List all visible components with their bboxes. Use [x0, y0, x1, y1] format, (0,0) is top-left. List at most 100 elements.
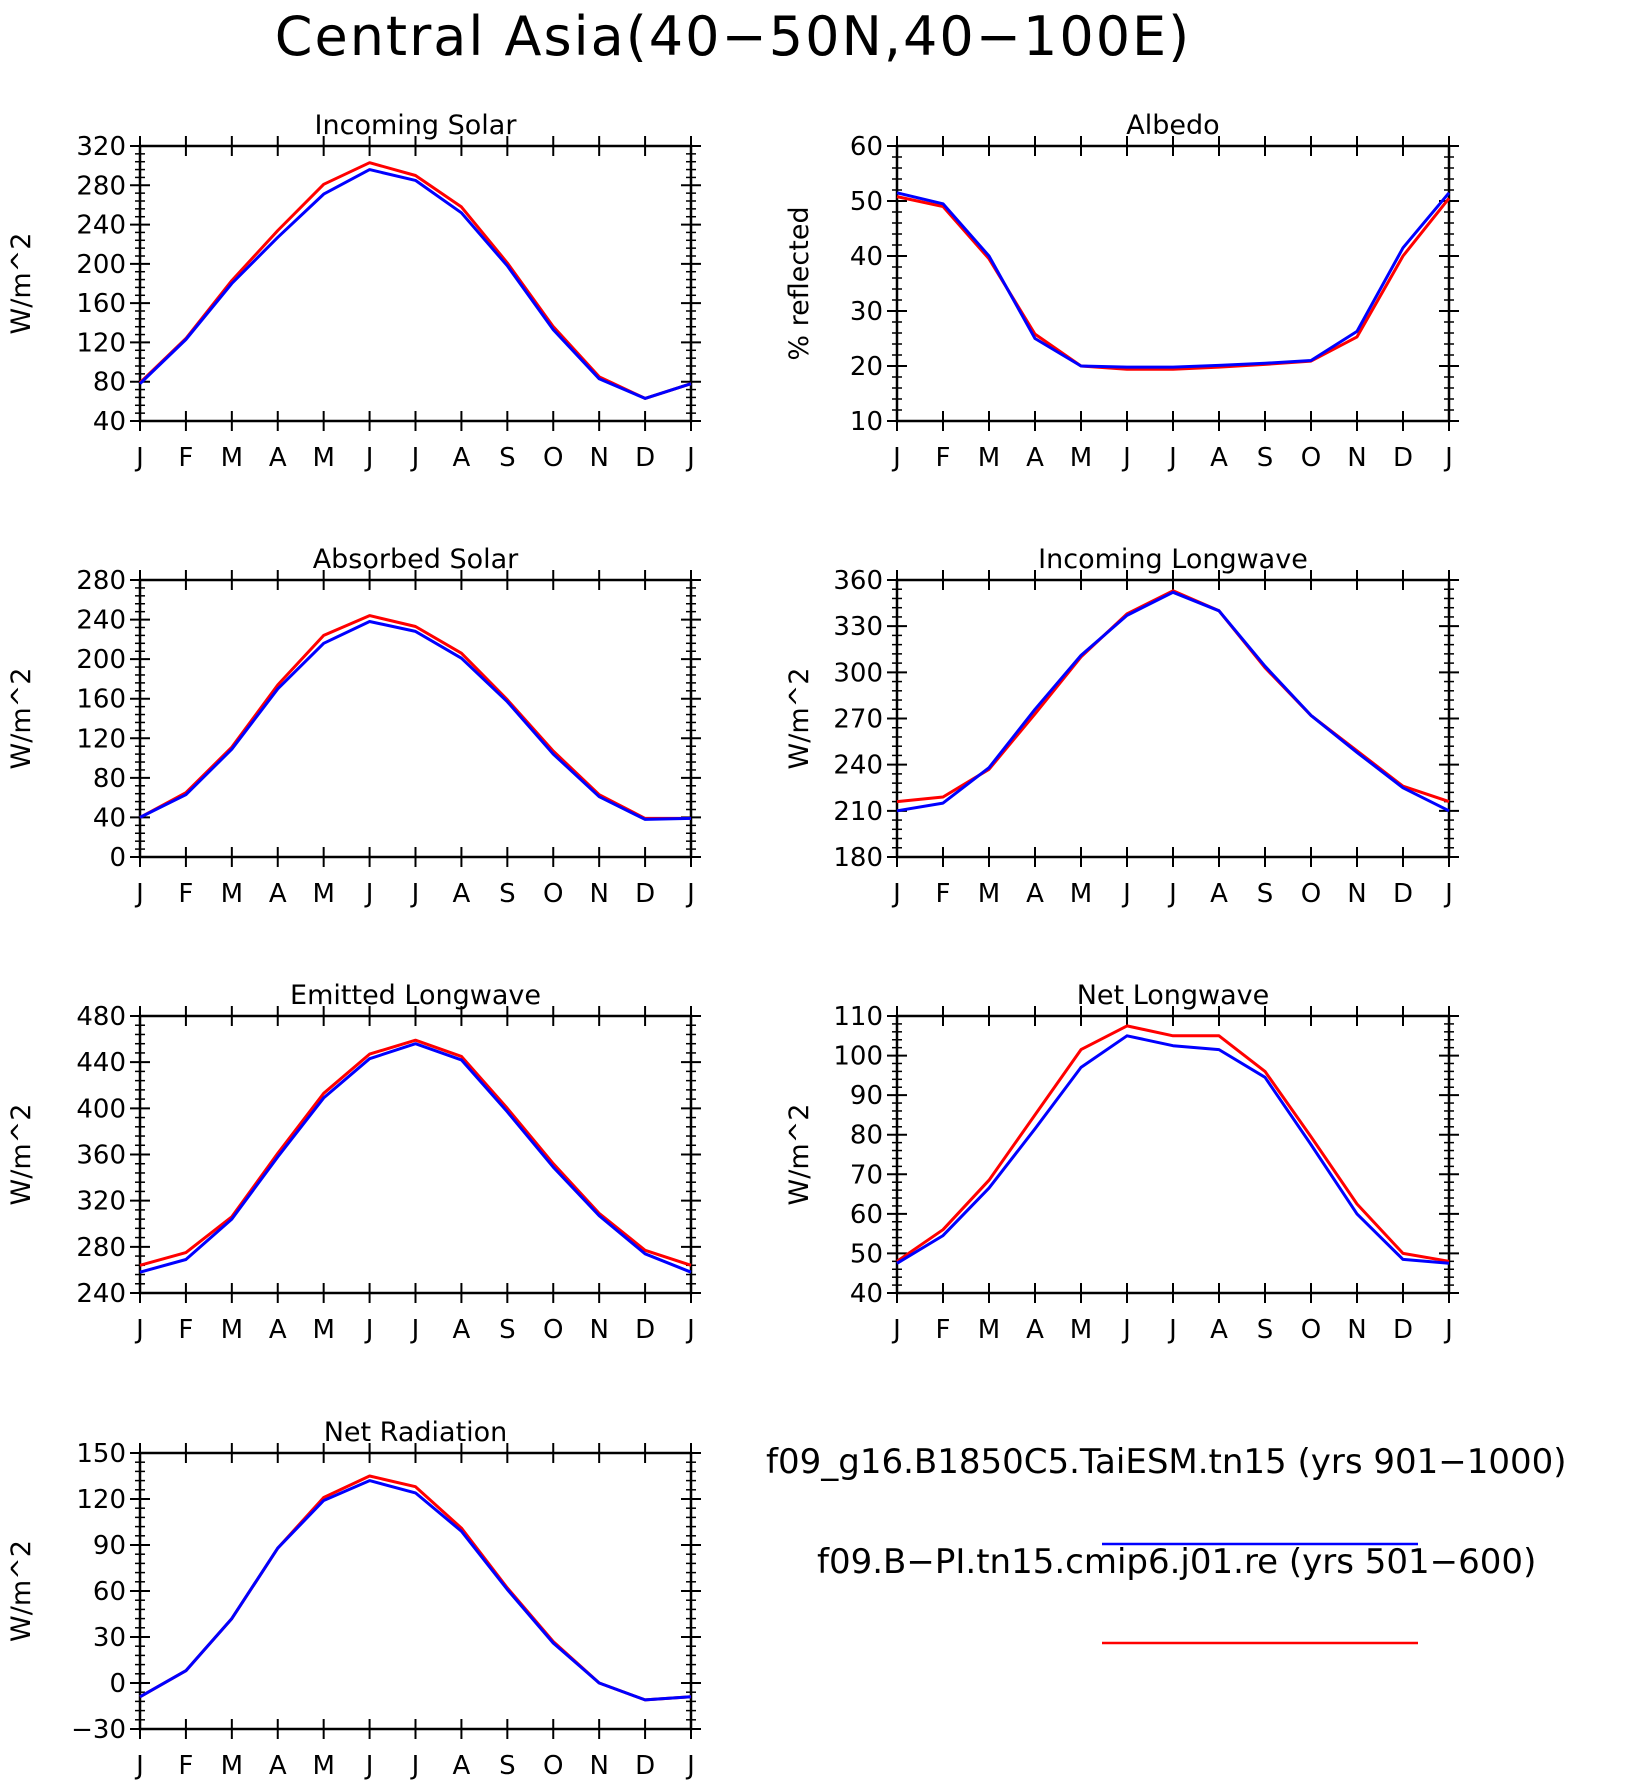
y-tick-label: 150	[76, 1439, 126, 1469]
y-tick-label: 180	[833, 843, 883, 873]
x-tick-label: M	[221, 1751, 243, 1781]
x-tick-label: M	[1070, 443, 1092, 473]
x-tick-label: J	[410, 1751, 420, 1781]
x-tick-label: A	[1210, 879, 1228, 909]
series-line-blue	[896, 191, 1451, 369]
y-tick-label: 280	[76, 1233, 126, 1263]
x-tick-label: J	[685, 879, 695, 909]
legend-label-1: f09.B−PI.tn15.cmip6.j01.re (yrs 501−600)	[817, 1542, 1536, 1582]
x-tick-label: O	[1301, 1315, 1321, 1345]
x-tick-label: M	[221, 1315, 243, 1345]
y-tick-label: 240	[76, 606, 126, 636]
y-tick-label: 270	[833, 705, 883, 735]
x-tick-label: O	[1301, 879, 1321, 909]
x-tick-label: A	[453, 443, 471, 473]
x-tick-label: O	[543, 1751, 563, 1781]
x-tick-label: A	[1026, 443, 1044, 473]
series-line-blue	[138, 168, 692, 400]
series-line-blue	[896, 1034, 1450, 1265]
x-tick-label: N	[589, 443, 608, 473]
y-tick-label: 120	[76, 1485, 126, 1515]
y-tick-label: 320	[76, 1187, 126, 1217]
x-tick-label: A	[269, 1315, 287, 1345]
y-tick-label: 280	[76, 171, 126, 201]
y-tick-label: 60	[850, 132, 883, 162]
x-tick-label: M	[312, 879, 334, 909]
series-line-red	[896, 1024, 1450, 1263]
legend: f09_g16.B1850C5.TaiESM.tn15 (yrs 901−100…	[766, 1442, 1567, 1645]
x-tick-label: F	[178, 443, 193, 473]
x-tick-label: F	[936, 879, 951, 909]
y-tick-label: 40	[850, 242, 883, 272]
plot-frame	[895, 144, 1451, 423]
x-tick-label: J	[410, 443, 420, 473]
y-tick-label: 20	[850, 352, 883, 382]
series-line-blue	[139, 1042, 692, 1274]
y-tick-label: 240	[76, 211, 126, 241]
x-tick-label: M	[978, 1315, 1000, 1345]
y-tick-label: 40	[850, 1279, 883, 1309]
x-tick-label: J	[1443, 1315, 1453, 1345]
y-tick-label: 360	[833, 566, 883, 596]
y-tick-label: 90	[93, 1531, 126, 1561]
series-line-blue	[139, 1479, 692, 1702]
y-tick-label: 200	[76, 645, 126, 675]
x-tick-label: D	[1393, 443, 1413, 473]
y-tick-label: 240	[76, 1279, 126, 1309]
x-tick-label: A	[269, 443, 287, 473]
x-tick-label: A	[453, 1751, 471, 1781]
y-tick-label: 40	[93, 803, 126, 833]
y-tick-label: 480	[76, 1002, 126, 1032]
x-tick-label: A	[1210, 1315, 1228, 1345]
x-tick-label: M	[978, 879, 1000, 909]
series-line-red	[138, 161, 692, 400]
x-tick-label: J	[364, 879, 374, 909]
series-line-red	[139, 614, 691, 820]
y-axis-label: W/m^2	[784, 668, 815, 770]
series-line-red	[896, 195, 1451, 371]
series-line-red	[139, 1038, 692, 1267]
figure-title: Central Asia(40−50N,40−100E)	[275, 5, 1191, 68]
y-tick-label: 200	[76, 250, 126, 280]
x-tick-label: J	[134, 879, 144, 909]
x-tick-label: J	[134, 443, 144, 473]
x-tick-label: J	[685, 1315, 695, 1345]
y-axis-label: W/m^2	[6, 1540, 37, 1642]
x-tick-label: A	[1026, 1315, 1044, 1345]
y-tick-label: 80	[93, 368, 126, 398]
y-axis-label: W/m^2	[6, 1104, 37, 1206]
x-tick-label: S	[499, 443, 516, 473]
x-tick-label: J	[410, 1315, 420, 1345]
y-tick-label: 80	[850, 1121, 883, 1151]
x-tick-label: J	[364, 1751, 374, 1781]
x-tick-label: A	[453, 879, 471, 909]
x-tick-label: J	[364, 1315, 374, 1345]
x-tick-label: J	[685, 443, 695, 473]
y-tick-label: 440	[76, 1048, 126, 1078]
x-tick-label: D	[635, 879, 655, 909]
x-tick-label: J	[1121, 1315, 1131, 1345]
x-tick-label: D	[635, 443, 655, 473]
y-tick-label: 60	[850, 1200, 883, 1230]
x-tick-label: A	[1026, 879, 1044, 909]
x-tick-label: M	[978, 443, 1000, 473]
panel-4: Incoming Longwave 180 210 240 270 300 330 360 J F…	[784, 544, 1459, 909]
y-tick-label: 0	[109, 843, 126, 873]
x-tick-label: M	[1070, 1315, 1092, 1345]
x-tick-label: D	[635, 1751, 655, 1781]
y-tick-label: 330	[833, 612, 883, 642]
x-tick-label: D	[1393, 1315, 1413, 1345]
y-tick-label: 0	[109, 1669, 126, 1699]
plot-frame	[138, 1014, 693, 1295]
x-tick-label: F	[178, 1751, 193, 1781]
legend-label-0: f09_g16.B1850C5.TaiESM.tn15 (yrs 901−100…	[766, 1442, 1567, 1482]
x-tick-label: F	[936, 443, 951, 473]
x-tick-label: O	[1301, 443, 1321, 473]
panel-title: Absorbed Solar	[313, 544, 519, 575]
x-tick-label: M	[312, 443, 334, 473]
x-tick-label: N	[1347, 443, 1366, 473]
